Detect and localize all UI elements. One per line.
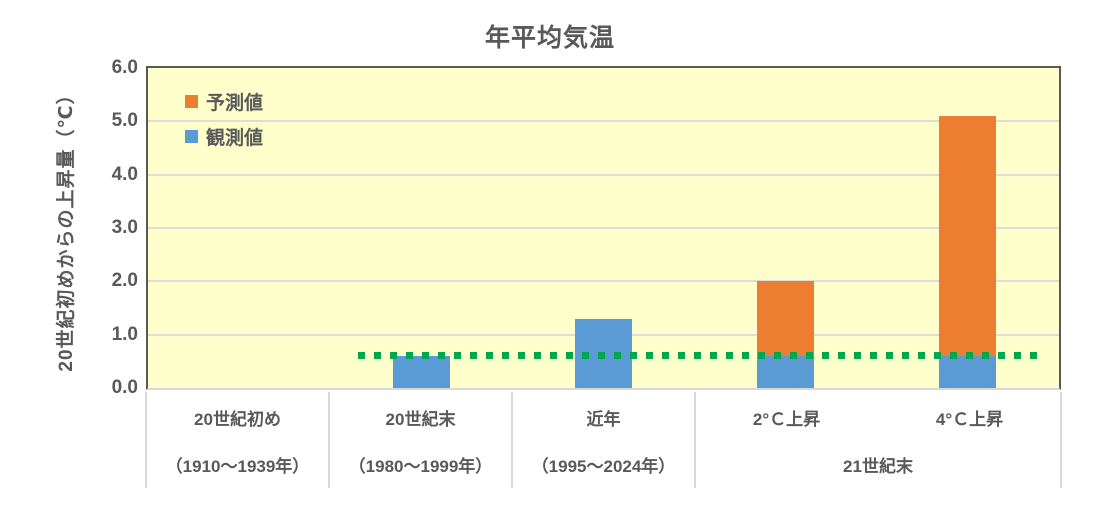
legend-label-forecast: 予測値: [206, 93, 264, 114]
bar-forecast-4: [939, 116, 997, 356]
y-tick-label: 4.0: [111, 163, 138, 185]
bar-observed-1: [392, 356, 450, 388]
y-tick-label: 3.0: [111, 217, 138, 238]
x-sublabel: （1995～2024年）: [531, 457, 676, 476]
gridline: [148, 227, 1059, 229]
legend: 予測値 観測値: [185, 88, 263, 158]
y-tick-label: 1.0: [111, 323, 138, 345]
x-category-label: 20世紀末: [385, 410, 456, 429]
x-category-label: 4°Ｃ上昇: [935, 410, 1004, 429]
bars-layer: [148, 68, 1059, 388]
legend-item-observed: 観測値: [185, 123, 263, 150]
gridline: [148, 173, 1059, 176]
y-tick-label: 2.0: [111, 270, 138, 292]
x-sublabel: （1980～1999年）: [348, 457, 493, 476]
forecast-swatch-icon: [185, 95, 198, 108]
legend-label-observed: 観測値: [206, 128, 264, 149]
bar-observed-3: [757, 356, 815, 388]
x-category-label: 近年: [586, 410, 621, 429]
y-tick-label: 6.0: [111, 57, 138, 78]
gridline: [148, 120, 1059, 123]
gridline: [148, 280, 1059, 283]
plot-area: 予測値 観測値: [146, 66, 1061, 390]
x-category-label: 20世紀初め: [194, 410, 281, 429]
x-axis-separator: [145, 392, 147, 488]
observed-swatch-icon: [185, 130, 198, 143]
reference-dotted-line: [358, 352, 1040, 359]
x-axis-separator: [694, 392, 696, 488]
y-tick-label: 5.0: [111, 110, 138, 132]
y-tick-label: 0.0: [111, 377, 138, 398]
x-category-label: 2°Ｃ上昇: [752, 410, 821, 429]
chart-title: 年平均気温: [484, 24, 615, 52]
x-group-label: 21世紀末: [843, 457, 913, 476]
legend-item-forecast: 予測値: [185, 88, 263, 115]
x-axis-separator: [511, 392, 513, 488]
bar-forecast-3: [757, 281, 815, 356]
x-axis-separator: [1060, 392, 1062, 488]
bar-observed-4: [939, 356, 997, 388]
x-axis-separator: [328, 392, 330, 488]
x-sublabel: （1910～1939年）: [165, 457, 310, 476]
